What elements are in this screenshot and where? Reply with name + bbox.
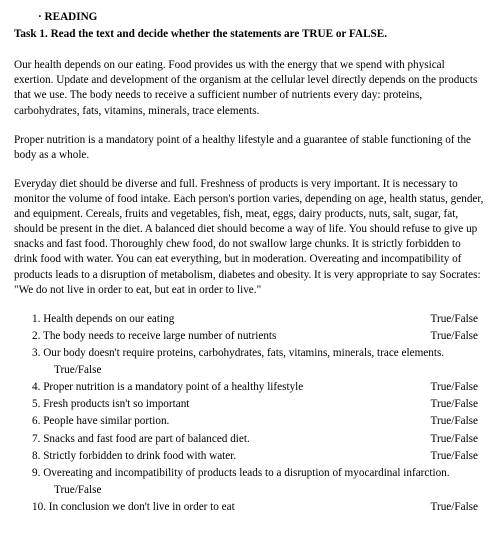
- bullet: ·: [38, 11, 42, 23]
- question-row: 4. Proper nutrition is a mandatory point…: [14, 380, 486, 395]
- paragraph-1: Our health depends on our eating. Food p…: [14, 58, 486, 118]
- question-text: 6. People have similar portion.: [14, 414, 423, 429]
- task-instruction: Task 1. Read the text and decide whether…: [14, 27, 486, 42]
- answer-choice: True/False: [14, 483, 486, 498]
- answer-choice: True/False: [14, 363, 486, 378]
- answer-choice: True/False: [423, 414, 486, 429]
- answer-choice: True/False: [423, 397, 486, 412]
- paragraph-2: Proper nutrition is a mandatory point of…: [14, 133, 486, 163]
- answer-choice: True/False: [423, 312, 486, 327]
- section-heading: · READING: [38, 10, 486, 25]
- question-text: 9. Overeating and incompatibility of pro…: [14, 466, 486, 481]
- question-row: 8. Strictly forbidden to drink food with…: [14, 449, 486, 464]
- heading-text: READING: [45, 11, 98, 23]
- question-text: 4. Proper nutrition is a mandatory point…: [14, 380, 423, 395]
- question-row: 6. People have similar portion. True/Fal…: [14, 414, 486, 429]
- question-row: 7. Snacks and fast food are part of bala…: [14, 432, 486, 447]
- question-row: 10. In conclusion we don't live in order…: [14, 500, 486, 515]
- answer-choice: True/False: [423, 432, 486, 447]
- question-text: 2. The body needs to receive large numbe…: [14, 329, 423, 344]
- question-row: 1. Health depends on our eating True/Fal…: [14, 312, 486, 327]
- question-text: 8. Strictly forbidden to drink food with…: [14, 449, 423, 464]
- questions-block: 1. Health depends on our eating True/Fal…: [14, 312, 486, 515]
- answer-choice: True/False: [423, 449, 486, 464]
- question-text: 3. Our body doesn't require proteins, ca…: [14, 346, 486, 361]
- question-text: 1. Health depends on our eating: [14, 312, 423, 327]
- question-row: 5. Fresh products isn't so important Tru…: [14, 397, 486, 412]
- answer-choice: True/False: [423, 500, 486, 515]
- question-text: 7. Snacks and fast food are part of bala…: [14, 432, 423, 447]
- answer-choice: True/False: [423, 380, 486, 395]
- question-row: 2. The body needs to receive large numbe…: [14, 329, 486, 344]
- answer-choice: True/False: [423, 329, 486, 344]
- paragraph-3: Everyday diet should be diverse and full…: [14, 177, 486, 298]
- question-text: 5. Fresh products isn't so important: [14, 397, 423, 412]
- question-text: 10. In conclusion we don't live in order…: [14, 500, 423, 515]
